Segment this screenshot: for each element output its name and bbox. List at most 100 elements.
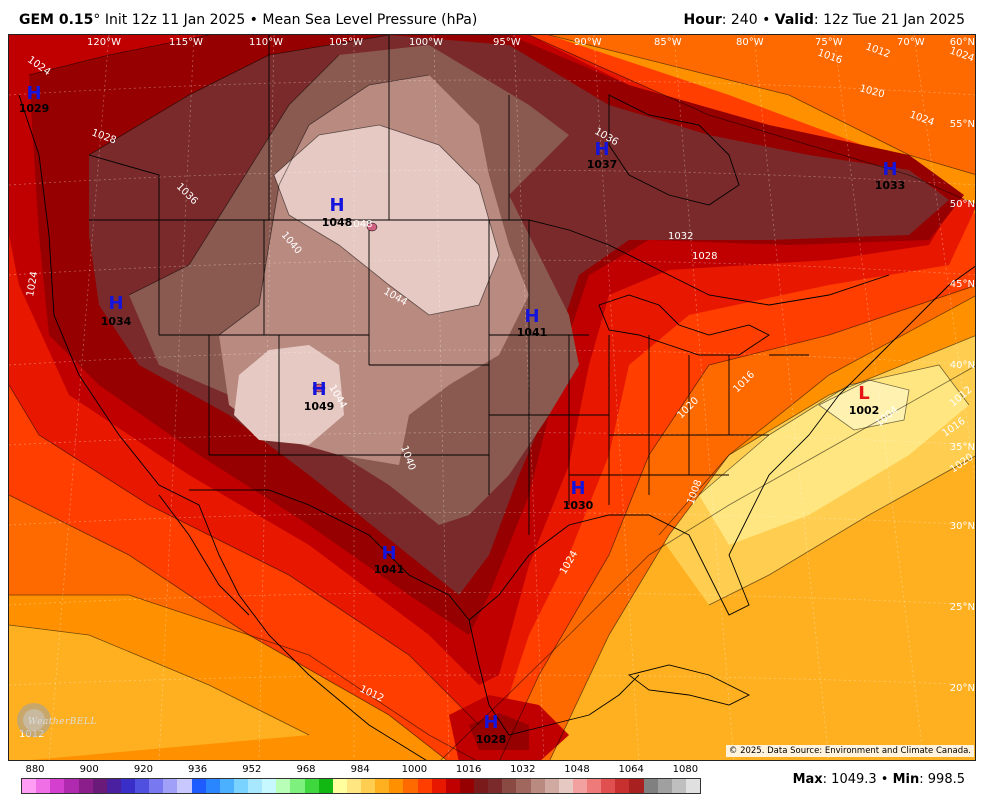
center-symbol: H <box>524 306 539 327</box>
lat-labels: 60°N 55°N 50°N 45°N 40°N 35°N 30°N 25°N … <box>950 37 975 694</box>
colorbar-swatch <box>361 779 376 793</box>
colorbar-swatch <box>375 779 390 793</box>
colorbar-tick-label: 1080 <box>672 764 699 775</box>
colorbar-swatch <box>685 779 700 793</box>
lon-label: 85°W <box>654 37 682 48</box>
colorbar-swatch <box>346 779 362 793</box>
max-value: : 1049.3 • <box>822 772 893 787</box>
colorbar-tick-label: 1016 <box>455 764 482 775</box>
colorbar-swatch <box>64 779 79 793</box>
lat-label: 20°N <box>950 683 975 694</box>
colorbar-swatch <box>502 779 517 793</box>
colorbar-swatch <box>78 779 94 793</box>
coastline-west <box>18 94 427 760</box>
colorbar-swatch <box>629 779 644 793</box>
center-value: 1034 <box>101 315 132 328</box>
colorbar-swatch <box>290 779 305 793</box>
fill-1020-north <box>549 35 975 175</box>
center-value: 1033 <box>875 179 906 192</box>
colorbar-swatch <box>389 779 404 793</box>
colorbar-swatch <box>657 779 673 793</box>
colorbar-swatch <box>92 779 108 793</box>
lat-label: 50°N <box>950 199 975 210</box>
lat-label: 60°N <box>950 37 975 48</box>
weatherbell-logo-text: WeatherBELL <box>28 717 97 727</box>
max-min-stats: Max: 1049.3 • Min: 998.5 <box>793 772 965 787</box>
colorbar-swatch <box>488 779 503 793</box>
lat-label: 40°N <box>950 360 975 371</box>
colorbar-swatch <box>417 779 433 793</box>
colorbar-swatch <box>403 779 418 793</box>
lon-labels: 120°W 115°W 110°W 105°W 100°W 95°W 90°W … <box>87 37 925 48</box>
colorbar-tick-label: 936 <box>188 764 208 775</box>
center-value: 1037 <box>587 158 618 171</box>
colorbar-swatch <box>558 779 574 793</box>
coastline-baja <box>158 494 250 616</box>
colorbar-swatch <box>671 779 687 793</box>
colorbar-swatch <box>22 779 37 793</box>
pressure-colorbar <box>21 778 701 794</box>
colorbar-swatch <box>191 779 207 793</box>
contour-label: 1024 <box>25 271 40 298</box>
colorbar-swatch <box>135 779 150 793</box>
colorbar-swatch <box>177 779 192 793</box>
pressure-map[interactable]: 120°W 115°W 110°W 105°W 100°W 95°W 90°W … <box>8 34 976 761</box>
colorbar-swatch <box>601 779 616 793</box>
colorbar-tick-label: 984 <box>350 764 370 775</box>
lon-label: 120°W <box>87 37 121 48</box>
lon-label: 80°W <box>736 37 764 48</box>
state-lines-east <box>489 220 809 535</box>
colorbar-swatch <box>36 779 51 793</box>
center-symbol: H <box>108 293 123 314</box>
hour-value: : 240 • <box>721 12 775 28</box>
init-and-field: Init 12z 11 Jan 2025 • Mean Sea Level Pr… <box>100 12 478 28</box>
hudson-bay <box>608 94 740 206</box>
center-symbol: H <box>381 543 396 564</box>
contour-label: 1028 <box>692 251 717 262</box>
center-value: 1049 <box>304 400 335 413</box>
hour-label: Hour <box>683 12 722 28</box>
center-value: 1002 <box>849 404 880 417</box>
colorbar-swatch <box>530 779 546 793</box>
lon-label: 110°W <box>249 37 283 48</box>
colorbar-swatch <box>276 779 291 793</box>
graticule <box>9 35 975 760</box>
center-value: 1028 <box>476 733 507 746</box>
colorbar-tick-labels: 880 900 920 936 952 968 984 1000 1016 1032 1048 106… <box>0 764 760 778</box>
colorbar-tick-label: 1048 <box>564 764 590 775</box>
colorbar-swatch <box>474 779 489 793</box>
center-symbol: H <box>882 159 897 180</box>
model-name: GEM 0.15 <box>19 12 94 28</box>
province-lines <box>88 35 510 225</box>
valid-label: Valid <box>774 12 814 28</box>
data-source-credit: © 2025. Data Source: Environment and Cli… <box>725 745 974 757</box>
lat-label: 35°N <box>950 442 975 453</box>
weatherbell-logo-icon <box>17 703 51 737</box>
colorbar-swatch <box>205 779 221 793</box>
colorbar-swatch <box>643 779 659 793</box>
colorbar-swatch <box>318 779 334 793</box>
great-lakes <box>598 294 770 356</box>
colorbar-tick-label: 952 <box>242 764 262 775</box>
header-bar: GEM 0.15° Init 12z 11 Jan 2025 • Mean Se… <box>0 0 984 34</box>
center-value: 1041 <box>374 563 405 576</box>
valid-value: : 12z Tue 21 Jan 2025 <box>813 12 965 28</box>
center-symbol: H <box>26 83 41 104</box>
center-symbol: H <box>594 139 609 160</box>
coastline-gulf-mexico <box>468 394 840 621</box>
colorbar-swatch <box>120 779 136 793</box>
highest-pressure-marker <box>312 383 326 393</box>
lat-label: 55°N <box>950 119 975 130</box>
colorbar-swatch <box>233 779 249 793</box>
